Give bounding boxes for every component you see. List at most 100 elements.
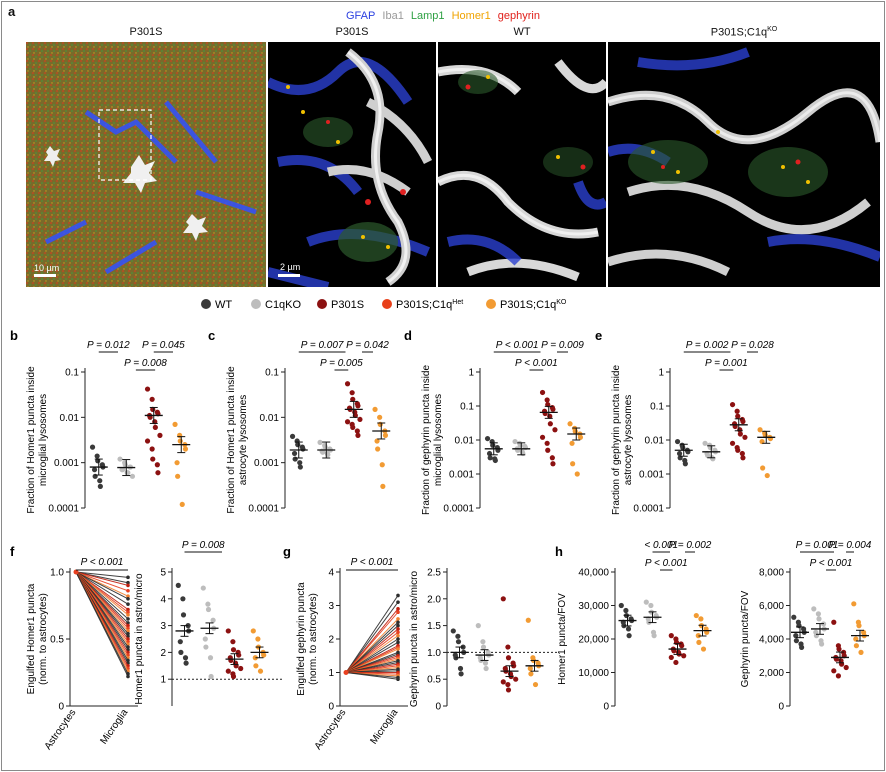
pair-point-f-11 — [126, 621, 130, 625]
pair-point-f-13 — [126, 626, 130, 631]
pair-point-g-4 — [396, 617, 400, 621]
data-point-f2-3-1 — [255, 636, 261, 642]
legend-label-p301s: P301S — [331, 299, 364, 311]
data-point-e-2-8 — [737, 431, 743, 437]
pvalue-label-c-0: P = 0.007 — [301, 340, 344, 351]
data-point-e-2-13 — [739, 450, 745, 457]
data-point-c-2-13 — [354, 428, 360, 434]
data-point-h2-3-2 — [856, 623, 862, 629]
pair-point-f-8 — [126, 610, 130, 614]
data-point-c-3-8 — [380, 483, 386, 489]
pair-line-f-5 — [75, 571, 129, 600]
microscopy-image-c1qko — [608, 42, 880, 287]
data-point-c-0-0 — [289, 433, 296, 439]
data-point-g2-0-8 — [458, 671, 464, 677]
pair-point-f-2 — [126, 583, 130, 588]
data-point-h-0-1 — [623, 607, 629, 614]
data-point-h-3-0 — [693, 612, 699, 619]
data-point-b-2-12 — [150, 456, 156, 462]
pvalue-label-h-0: < 0.001 — [644, 540, 678, 551]
pvalue-label-e-2: P = 0.001 — [705, 358, 748, 369]
image-title-2: P301S — [335, 26, 369, 38]
data-point-h2-1-1 — [815, 611, 822, 617]
pair-point-f-7 — [126, 607, 130, 612]
overview-image-art — [26, 42, 266, 287]
data-point-g2-1-0 — [475, 623, 481, 629]
panel-label-b: b — [10, 328, 18, 343]
pvalue-label-d-0: P < 0.001 — [496, 340, 539, 351]
data-point-c-0-8 — [297, 464, 303, 470]
pair-line-f-3 — [75, 571, 129, 592]
pair-line-f-0 — [75, 571, 129, 578]
data-point-b-0-5 — [91, 467, 98, 473]
y-tick-label-e-4: 1 — [658, 368, 664, 379]
data-point-c-2-1 — [349, 390, 355, 396]
data-point-f2-3-7 — [257, 668, 264, 674]
data-point-c-1-0 — [317, 439, 323, 445]
y-tick-label-d-3: 0.1 — [460, 402, 474, 413]
panel-a-label: a — [8, 4, 16, 19]
panel-label-f: f — [10, 544, 15, 559]
pair-line-f-2 — [75, 571, 129, 586]
channel-gephyrin: gephyrin — [497, 10, 540, 22]
data-point-b-0-0 — [89, 444, 96, 450]
pvalue-label-h2-1: P = 0.004 — [829, 540, 872, 551]
y-axis-title-c-1: astrocyte lysosomes — [238, 395, 249, 486]
data-point-e-3-7 — [764, 472, 770, 479]
y-tick-label-e-3: 0.1 — [650, 402, 664, 413]
y-tick-label-f-1: 0.5 — [50, 635, 64, 646]
x-tick-label-f-1: Microglia — [98, 707, 130, 746]
y-axis-title-e-1: astrocyte lysosomes — [623, 395, 634, 486]
y-axis-title-e-0: Fraction of gephyrin puncta inside — [611, 365, 622, 516]
y-tick-label-b-0: 0.0001 — [48, 504, 79, 515]
pair-point-f-1 — [126, 580, 130, 585]
axes-e: 0.0001 0.001 0.01 0.1 1 Fraction of gephyrin … — [595, 328, 671, 516]
pvalue-label-b-0: P = 0.012 — [87, 340, 130, 351]
axes-f2: 1 2 3 4 5 Homer1 puncta in astro/micro — [134, 568, 173, 706]
axes-f: 0 0.5 1.0 Engulfed Homer1 puncta (norm. to a… — [10, 544, 71, 713]
data-point-h-3-5 — [695, 633, 701, 639]
wt-image-art — [438, 59, 606, 282]
data-point-h2-1-2 — [816, 616, 822, 622]
y-tick-label-f2-4: 5 — [160, 568, 166, 579]
data-point-h-2-4 — [679, 643, 685, 649]
data-point-g2-1-8 — [483, 665, 489, 672]
data-point-g2-0-7 — [457, 665, 464, 672]
data-point-b-0-8 — [97, 483, 103, 489]
data-point-b-2-1 — [149, 396, 155, 402]
microscopy-image-overview: 10 µm — [26, 42, 266, 287]
data-point-f2-3-6 — [253, 663, 259, 669]
data-point-f2-0-5 — [177, 639, 183, 645]
data-point-h2-1-0 — [811, 606, 817, 612]
y-tick-label-h2-1: 2,000 — [759, 668, 784, 679]
y-axis-title-f-1: (norm. to astrocytes) — [38, 593, 49, 685]
data-point-d-2-14 — [550, 461, 556, 467]
y-tick-label-f2-2: 3 — [160, 621, 166, 632]
panel-label-g: g — [283, 544, 291, 559]
y-tick-label-d-2: 0.01 — [455, 436, 475, 447]
data-point-c-2-12 — [350, 424, 356, 430]
pair-line-g-1 — [345, 601, 399, 673]
data-point-d-2-8 — [547, 421, 553, 427]
pvalue-label-c-2: P = 0.005 — [320, 358, 363, 369]
pair-point-g-8 — [396, 630, 400, 635]
data-point-f2-0-2 — [180, 612, 187, 618]
y-tick-label-d-0: 0.0001 — [443, 504, 474, 515]
data-point-f2-1-2 — [205, 606, 212, 613]
data-point-e-2-1 — [734, 408, 740, 414]
pvalue-label-g: P < 0.001 — [351, 557, 394, 568]
data-point-f2-0-1 — [180, 596, 186, 602]
legend-dot-p301s-ko — [486, 299, 496, 309]
panel-label-c: c — [208, 328, 215, 343]
data-point-b-0-6 — [92, 473, 98, 479]
y-tick-label-b-3: 0.1 — [65, 368, 79, 379]
data-point-h-0-7 — [625, 626, 632, 632]
data-point-e-0-5 — [676, 450, 683, 457]
data-point-f2-0-7 — [182, 655, 189, 661]
data-point-b-1-0 — [117, 456, 123, 462]
data-point-f2-3-4 — [261, 652, 267, 658]
pvalue-label-b-1: P = 0.045 — [142, 340, 185, 351]
y-tick-label-e-0: 0.0001 — [633, 504, 664, 515]
pair-point-f-9 — [126, 613, 130, 617]
